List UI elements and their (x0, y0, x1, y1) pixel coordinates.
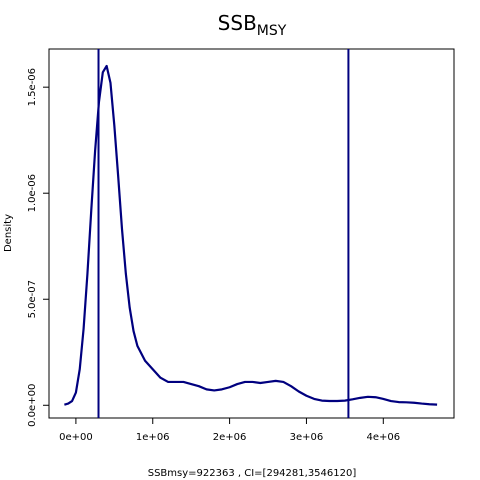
chart-title-main: SSB (218, 11, 257, 35)
chart-title-subscript: MSY (257, 23, 287, 39)
density-curve (64, 64, 438, 406)
x-tick-label: 2e+06 (213, 432, 247, 443)
y-tick-label: 1.5e-06 (27, 68, 38, 106)
x-tick-label: 4e+06 (366, 432, 400, 443)
chart-title: SSBMSY (218, 11, 287, 39)
x-tick-label: 0e+00 (59, 432, 93, 443)
y-tick-label: 0.0e+00 (27, 384, 38, 427)
y-axis: 0.0e+00 5.0e-07 1.0e-06 1.5e-06 (27, 68, 49, 427)
x-tick-label: 1e+06 (136, 432, 170, 443)
x-tick-label: 3e+06 (290, 432, 324, 443)
plot-frame (48, 48, 455, 419)
y-axis-title: Density (3, 214, 14, 252)
y-tick-label: 1.0e-06 (27, 174, 38, 212)
y-tick-label: 5.0e-07 (27, 280, 38, 318)
x-axis-title: SSBmsy=922363 , CI=[294281,3546120] (148, 468, 357, 479)
x-axis: 0e+00 1e+06 2e+06 3e+06 4e+06 (59, 418, 400, 443)
ci-lines (97, 49, 350, 418)
